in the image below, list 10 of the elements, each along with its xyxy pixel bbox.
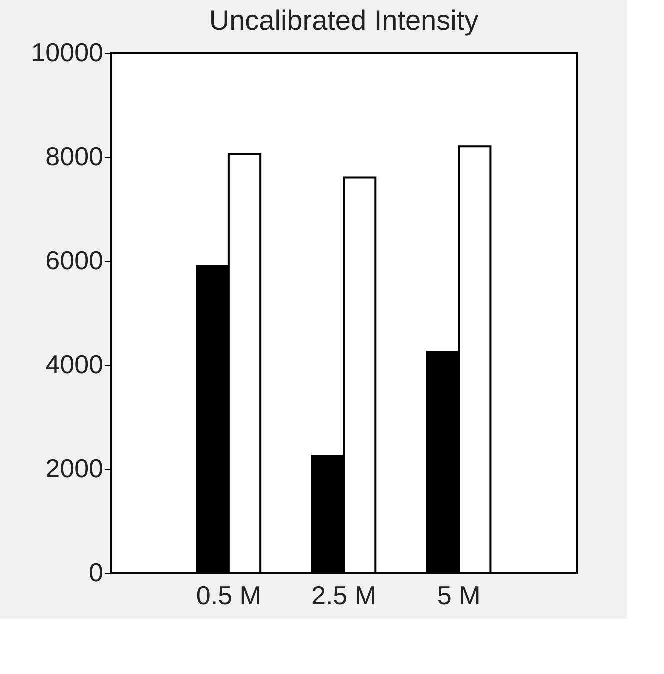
x-tick-label: 5 M bbox=[437, 580, 481, 610]
chart-title: Uncalibrated Intensity bbox=[209, 5, 479, 36]
x-tick-label: 2.5 M bbox=[311, 580, 377, 610]
x-tick-label: 0.5 M bbox=[196, 580, 262, 610]
y-tick-label: 10000 bbox=[31, 38, 104, 68]
y-tick-label: 4000 bbox=[46, 350, 104, 380]
y-tick-label: 6000 bbox=[46, 246, 104, 276]
y-tick-label: 0 bbox=[89, 558, 104, 588]
y-tick-label: 2000 bbox=[46, 454, 104, 484]
y-tick-label: 8000 bbox=[46, 142, 104, 172]
